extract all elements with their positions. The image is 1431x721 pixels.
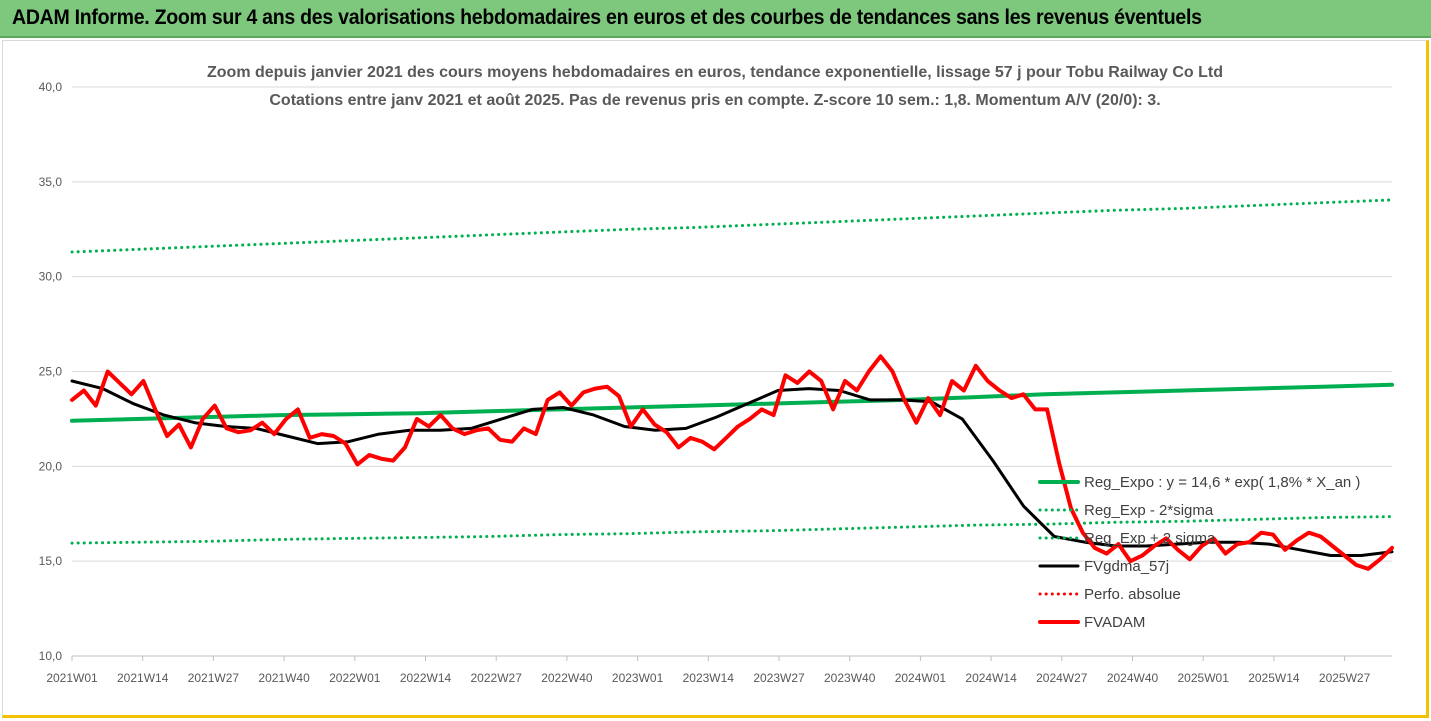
report-banner-title: ADAM Informe. Zoom sur 4 ans des valoris… bbox=[12, 6, 1202, 29]
series-line bbox=[70, 354, 1394, 571]
x-tick-label: 2021W27 bbox=[188, 671, 240, 685]
x-tick-label: 2021W01 bbox=[46, 671, 98, 685]
x-tick-label: 2022W14 bbox=[400, 671, 452, 685]
x-tick-label: 2025W01 bbox=[1178, 671, 1230, 685]
x-tick-label: 2024W14 bbox=[965, 671, 1017, 685]
x-tick-label: 2025W14 bbox=[1248, 671, 1300, 685]
x-tick-label: 2023W14 bbox=[683, 671, 735, 685]
y-tick-label: 20,0 bbox=[39, 459, 63, 473]
chart-title: Zoom depuis janvier 2021 des cours moyen… bbox=[207, 64, 1223, 81]
x-tick-label: 2025W27 bbox=[1319, 671, 1371, 685]
x-tick-label: 2023W40 bbox=[824, 671, 876, 685]
x-tick-label: 2021W40 bbox=[258, 671, 310, 685]
y-tick-label: 40,0 bbox=[39, 80, 63, 94]
x-tick-label: 2022W27 bbox=[471, 671, 523, 685]
y-tick-label: 30,0 bbox=[39, 270, 63, 284]
legend-label: Reg_Exp - 2*sigma bbox=[1084, 502, 1214, 519]
y-tick-label: 35,0 bbox=[39, 175, 63, 189]
legend-label: Reg_Exp + 2 sigma bbox=[1084, 530, 1216, 547]
gridlines bbox=[72, 86, 1392, 657]
x-tick-label: 2024W27 bbox=[1036, 671, 1088, 685]
series-line bbox=[70, 382, 1394, 423]
legend-label: FVADAM bbox=[1084, 614, 1145, 631]
x-tick-label: 2022W40 bbox=[541, 671, 593, 685]
chart-frame bbox=[2, 40, 1429, 718]
y-tick-label: 25,0 bbox=[39, 365, 63, 379]
x-tick-label: 2024W40 bbox=[1107, 671, 1159, 685]
y-tick-label: 10,0 bbox=[39, 649, 63, 663]
x-tick-label: 2022W01 bbox=[329, 671, 381, 685]
legend: Reg_Expo : y = 14,6 * exp( 1,8% * X_an )… bbox=[1038, 474, 1360, 631]
x-tick-label: 2024W01 bbox=[895, 671, 947, 685]
series-line bbox=[70, 198, 1394, 254]
report-banner: ADAM Informe. Zoom sur 4 ans des valoris… bbox=[0, 0, 1431, 38]
series-line bbox=[70, 515, 1394, 545]
y-axis: 10,0 15,0 20,0 25,0 30,0 35,0 40,0 bbox=[39, 80, 63, 663]
x-tick-label: 2023W27 bbox=[753, 671, 805, 685]
series-layer bbox=[70, 198, 1394, 571]
legend-label: Reg_Expo : y = 14,6 * exp( 1,8% * X_an ) bbox=[1084, 474, 1360, 491]
legend-label: Perfo. absolue bbox=[1084, 586, 1181, 603]
x-axis: 2021W01 2021W14 2021W27 2021W40 2022W01 2022W… bbox=[46, 655, 1392, 685]
legend-label: FVgdma_57j bbox=[1084, 558, 1169, 575]
y-tick-label: 15,0 bbox=[39, 554, 63, 568]
x-tick-label: 2021W14 bbox=[117, 671, 169, 685]
chart-subtitle: Cotations entre janv 2021 et août 2025. … bbox=[269, 92, 1160, 109]
x-tick-label: 2023W01 bbox=[612, 671, 664, 685]
